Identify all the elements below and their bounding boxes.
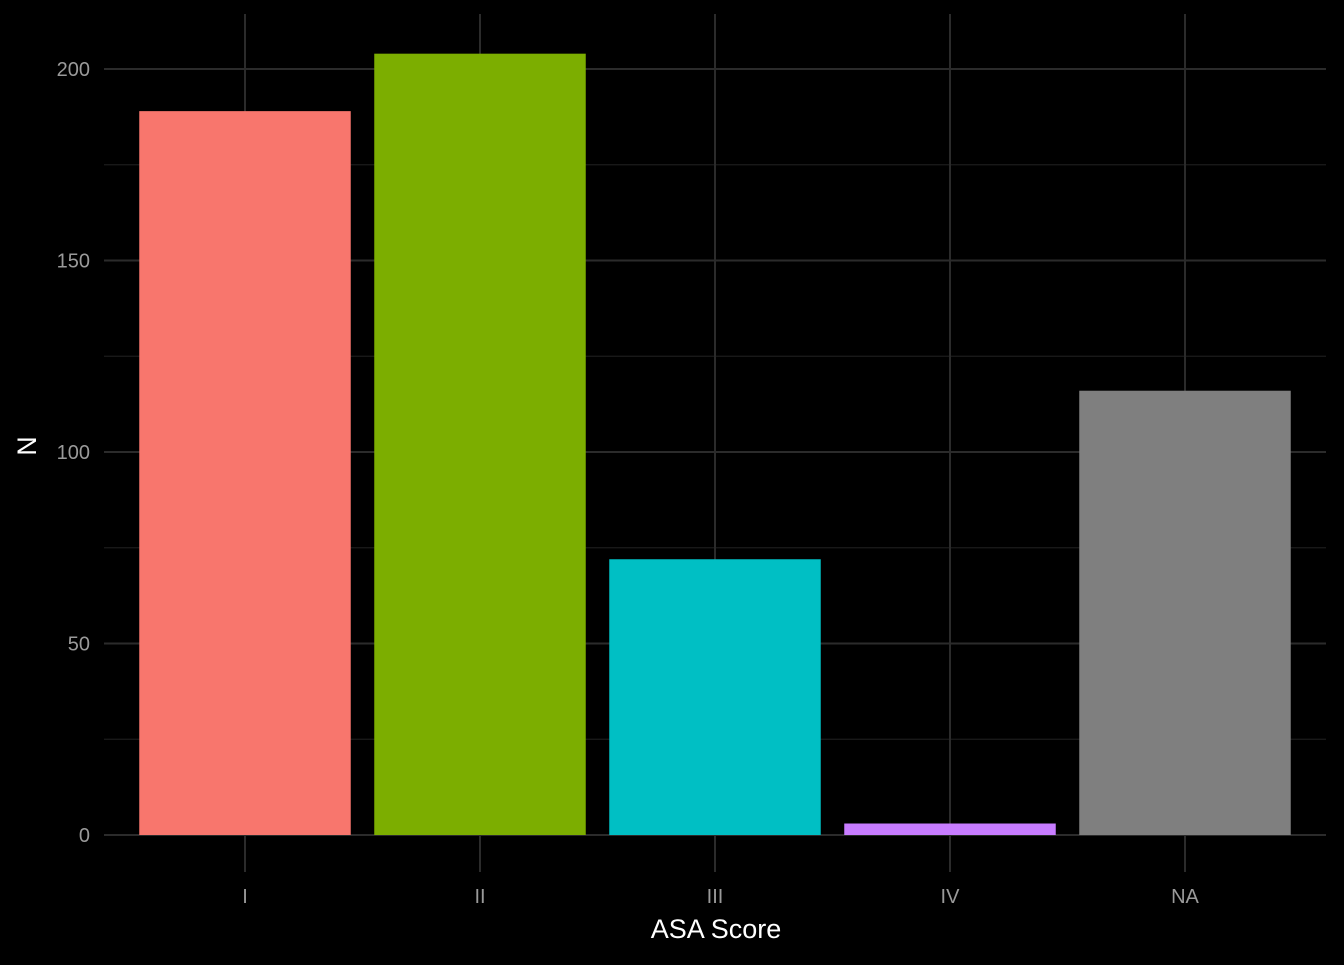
x-tick-label: I [242, 886, 248, 908]
bar-ii [374, 53, 586, 836]
bar-iii [609, 559, 821, 835]
x-tick-label: II [474, 886, 485, 908]
x-tick-label: IV [941, 886, 961, 908]
y-tick-label: 200 [57, 59, 90, 81]
x-tick-label: III [707, 886, 724, 908]
x-tick-label: NA [1171, 886, 1199, 908]
y-axis-ticks: 0 50 100 150 200 [57, 59, 90, 847]
y-tick-label: 0 [79, 825, 90, 847]
x-axis-ticks: I II III IV NA [242, 886, 1199, 908]
bars [139, 53, 1291, 836]
y-tick-label: 100 [57, 442, 90, 464]
bar-i [139, 111, 351, 835]
x-axis-title: ASA Score [651, 914, 782, 944]
y-tick-label: 150 [57, 251, 90, 273]
bar-na [1079, 390, 1291, 835]
y-axis-title: N [12, 436, 42, 456]
y-tick-label: 50 [68, 634, 90, 656]
bar-iv [844, 823, 1056, 835]
